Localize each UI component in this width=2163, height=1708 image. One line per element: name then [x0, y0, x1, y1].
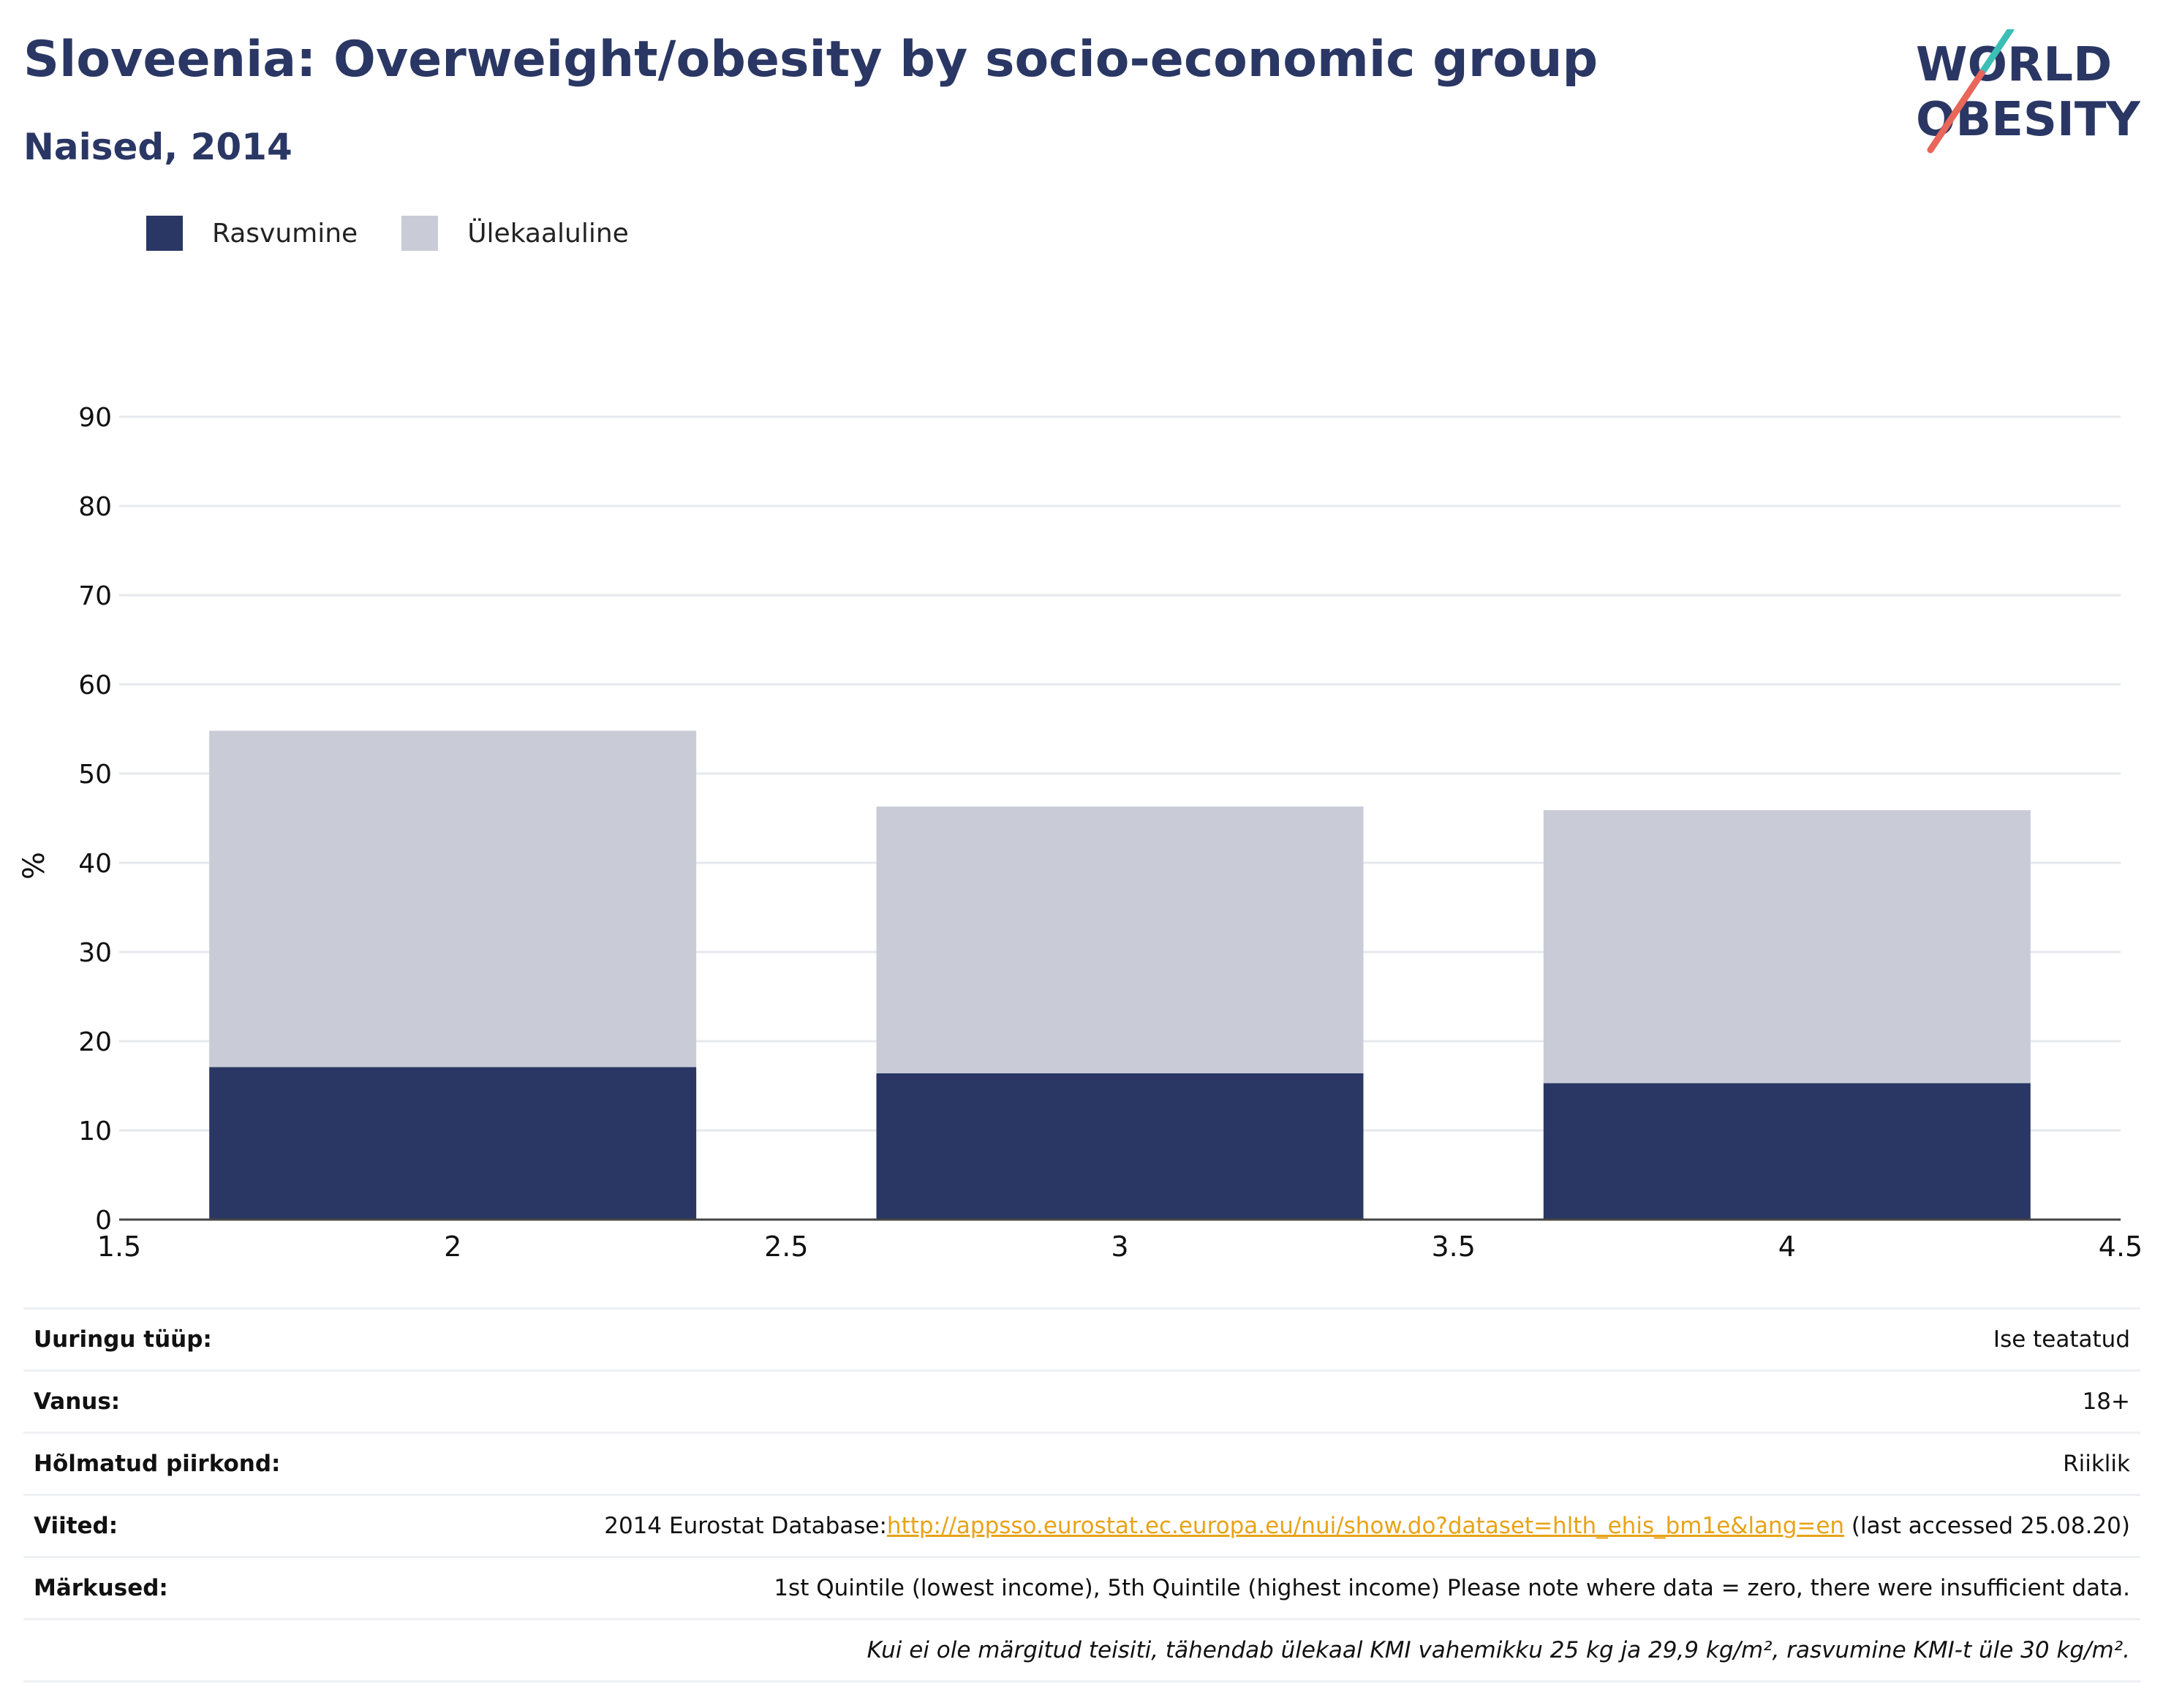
y-tick-label: 10 — [78, 1116, 112, 1146]
meta-row-references: Viited: 2014 Eurostat Database:http://ap… — [23, 1494, 2140, 1556]
x-tick-label: 2.5 — [764, 1231, 808, 1263]
bar-ulekaaluline-2 — [209, 730, 697, 1068]
meta-value-notes: 1st Quintile (lowest income), 5th Quinti… — [774, 1575, 2130, 1601]
legend-label-ulekaaluline: Ülekaaluline — [467, 218, 629, 249]
x-tick-label: 3 — [1111, 1231, 1128, 1263]
chart-title: Sloveenia: Overweight/obesity by socio-e… — [23, 31, 1598, 88]
meta-row-region: Hõlmatud piirkond: Riiklik — [23, 1432, 2140, 1494]
bar-rasvumine-2 — [209, 1067, 697, 1220]
x-tick-label: 2 — [444, 1231, 461, 1263]
chart-legend: Rasvumine Ülekaaluline — [146, 216, 673, 251]
meta-label-region: Hõlmatud piirkond: — [34, 1451, 281, 1477]
y-tick-label: 30 — [78, 938, 112, 968]
meta-row-notes: Märkused: 1st Quintile (lowest income), … — [23, 1556, 2140, 1618]
chart-subtitle: Naised, 2014 — [23, 126, 292, 168]
logo-teal-stroke — [1978, 29, 2015, 77]
y-tick-label: 90 — [78, 403, 112, 433]
references-link[interactable]: http://appsso.eurostat.ec.europa.eu/nui/… — [886, 1513, 1845, 1539]
bar-rasvumine-3 — [876, 1073, 1364, 1220]
meta-footnote: Kui ei ole märgitud teisiti, tähendab ül… — [867, 1637, 2130, 1663]
legend-item-ulekaaluline[interactable]: Ülekaaluline — [401, 216, 629, 251]
legend-item-rasvumine[interactable]: Rasvumine — [146, 216, 358, 251]
metadata-table: Uuringu tüüp: Ise teatatud Vanus: 18+ Hõ… — [23, 1307, 2140, 1682]
meta-value-age: 18+ — [2082, 1388, 2130, 1415]
y-tick-label: 70 — [78, 581, 112, 611]
y-tick-label: 40 — [78, 849, 112, 879]
y-tick-label: 0 — [95, 1206, 112, 1236]
legend-swatch-ulekaaluline — [401, 216, 439, 251]
legend-swatch-rasvumine — [146, 216, 183, 251]
bar-ulekaaluline-3 — [876, 806, 1364, 1073]
x-tick-label: 4 — [1778, 1231, 1796, 1263]
logo-coral-stroke — [1927, 69, 1985, 154]
meta-row-age: Vanus: 18+ — [23, 1369, 2140, 1432]
legend-label-rasvumine: Rasvumine — [212, 218, 358, 249]
x-tick-label: 1.5 — [97, 1231, 141, 1263]
x-tick-label: 4.5 — [2099, 1231, 2143, 1263]
bar-rasvumine-4 — [1543, 1083, 2031, 1220]
y-tick-label: 60 — [78, 670, 112, 700]
references-suffix: (last accessed 25.08.20) — [1844, 1513, 2130, 1539]
meta-label-age: Vanus: — [34, 1388, 121, 1415]
y-tick-label: 80 — [78, 492, 112, 522]
meta-row-survey: Uuringu tüüp: Ise teatatud — [23, 1307, 2140, 1369]
meta-label-references: Viited: — [34, 1513, 118, 1539]
y-axis-label: % — [18, 852, 51, 880]
y-tick-label: 50 — [78, 760, 112, 790]
meta-value-region: Riiklik — [2063, 1451, 2130, 1477]
references-prefix: 2014 Eurostat Database: — [604, 1513, 887, 1539]
y-tick-label: 20 — [78, 1027, 112, 1057]
logo-line1: WORLD — [1916, 38, 2112, 92]
meta-label-survey: Uuringu tüüp: — [34, 1326, 212, 1353]
meta-value-references: 2014 Eurostat Database:http://appsso.eur… — [604, 1513, 2140, 1539]
bar-ulekaaluline-4 — [1543, 810, 2031, 1084]
meta-value-survey: Ise teatatud — [1993, 1326, 2130, 1353]
meta-row-footnote: Kui ei ole märgitud teisiti, tähendab ül… — [23, 1618, 2140, 1682]
meta-label-notes: Märkused: — [34, 1575, 168, 1601]
stacked-bar-chart: 0 10 20 30 40 50 60 70 80 90 1.5 2 2.5 3 3.5 4 4.5% — [18, 403, 2143, 1263]
world-obesity-logo: WORLD OBESITY — [1916, 29, 2140, 154]
x-tick-label: 3.5 — [1431, 1231, 1475, 1263]
